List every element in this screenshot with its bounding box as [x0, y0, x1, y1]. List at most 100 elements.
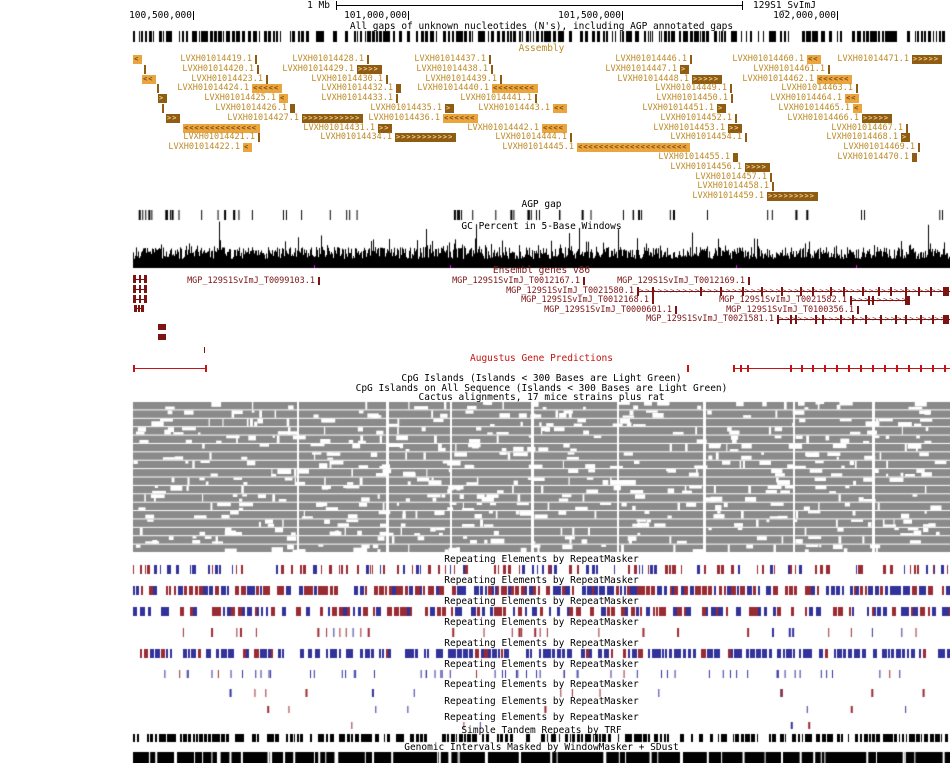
assembly-contig-label[interactable]: LVXH01014469.1: [843, 142, 915, 152]
ensembl-gene-label[interactable]: MGP_129S1SvImJ_T0012169.1: [617, 276, 745, 286]
assembly-contig-label[interactable]: LVXH01014452.1: [660, 113, 732, 123]
assembly-contig-label[interactable]: LVXH01014454.1: [670, 132, 742, 142]
assembly-contig-label[interactable]: LVXH01014455.1: [658, 152, 730, 162]
track-title-repeatmasker-2[interactable]: Repeating Elements by RepeatMasker: [444, 575, 639, 586]
track-title-augustus[interactable]: Augustus Gene Predictions: [470, 353, 613, 364]
assembly-contig-label[interactable]: LVXH01014471.1: [837, 54, 909, 64]
assembly-contig-label[interactable]: LVXH01014424.1: [177, 83, 249, 93]
track-title-ensembl[interactable]: Ensembl genes v86: [492, 265, 591, 276]
assembly-contig-label[interactable]: LVXH01014431.1: [303, 123, 375, 133]
track-title-cpg-islands-all[interactable]: CpG Islands on All Sequence (Islands < 3…: [355, 383, 728, 394]
contig-orientation-box: <<<<<<: [443, 114, 479, 123]
assembly-contig-label[interactable]: LVXH01014461.1: [753, 64, 825, 74]
assembly-contig-label[interactable]: LVXH01014432.1: [321, 83, 393, 93]
track-title-repeatmasker-8[interactable]: Repeating Elements by RepeatMasker: [444, 696, 639, 707]
assembly-contig-label[interactable]: LVXH01014446.1: [615, 54, 687, 64]
assembly-contig-label[interactable]: LVXH01014436.1: [368, 113, 440, 123]
exon-tick: [812, 287, 814, 296]
ensembl-gene-label[interactable]: MGP_129S1SvImJ_T0100356.1: [726, 305, 854, 315]
ensembl-gene-label[interactable]: MGP_129S1SvImJ_T0021581.1: [646, 314, 774, 324]
assembly-contig-label[interactable]: LVXH01014443.1: [478, 103, 550, 113]
ensembl-gene-label[interactable]: MGP_129S1SvImJ_T0021582.1: [719, 295, 847, 305]
track-title-repeatmasker-7[interactable]: Repeating Elements by RepeatMasker: [444, 679, 639, 690]
assembly-contig-label[interactable]: LVXH01014427.1: [227, 113, 299, 123]
ensembl-margin-gene-glyph: [133, 275, 147, 283]
ensembl-gene-label[interactable]: MGP_129S1SvImJ_T0021580.1: [506, 286, 634, 296]
track-title-windowmasker[interactable]: Genomic Intervals Masked by WindowMasker…: [404, 742, 679, 753]
ensembl-gene-label[interactable]: MGP_129S1SvImJ_T0000601.1: [544, 305, 672, 315]
assembly-contig-label[interactable]: LVXH01014459.1: [692, 191, 764, 201]
track-title-repeatmasker-1[interactable]: Repeating Elements by RepeatMasker: [444, 554, 639, 565]
ensembl-gene-structure[interactable]: >>>>>>>>>>>>>>>>>>>>>>>>>>>>>>>>>>>>>>>>…: [637, 287, 950, 296]
assembly-contig-label[interactable]: LVXH01014439.1: [425, 74, 497, 84]
ensembl-gene-structure[interactable]: >>>>>>>>>>>>>>>>>>>>>>>>>>>: [777, 315, 950, 324]
assembly-contig-label[interactable]: LVXH01014429.1: [282, 64, 354, 74]
track-title-repeatmasker-9[interactable]: Repeating Elements by RepeatMasker: [444, 712, 639, 723]
assembly-contig-label[interactable]: LVXH01014453.1: [653, 123, 725, 133]
track-title-repeatmasker-3[interactable]: Repeating Elements by RepeatMasker: [444, 596, 639, 607]
track-title-gaps[interactable]: All gaps of unknown nucleotides (N's), i…: [349, 21, 734, 32]
assembly-contig-label[interactable]: LVXH01014448.1: [617, 74, 689, 84]
assembly-contig-label[interactable]: LVXH01014433.1: [321, 93, 393, 103]
track-title-cpg-islands[interactable]: CpG Islands (Islands < 300 Bases are Lig…: [401, 373, 682, 384]
assembly-contig-label[interactable]: LVXH01014449.1: [655, 83, 727, 93]
assembly-contig-label[interactable]: LVXH01014464.1: [770, 93, 842, 103]
assembly-contig-label[interactable]: LVXH01014422.1: [168, 142, 240, 152]
ensembl-gene-label[interactable]: MGP_129S1SvImJ_T0012168.1: [521, 295, 649, 305]
assembly-contig-label[interactable]: LVXH01014438.1: [416, 64, 488, 74]
augustus-gene-structure[interactable]: [733, 364, 950, 372]
assembly-contig-label[interactable]: LVXH01014444.1: [495, 132, 567, 142]
assembly-contig-label[interactable]: LVXH01014470.1: [837, 152, 909, 162]
assembly-contig-label[interactable]: LVXH01014458.1: [697, 181, 769, 191]
assembly-contig-label[interactable]: LVXH01014442.1: [467, 123, 539, 133]
assembly-contig-label[interactable]: LVXH01014423.1: [191, 74, 263, 84]
track-title-assembly[interactable]: Assembly: [518, 43, 565, 54]
ruler-position-label: 101,500,000: [558, 10, 621, 21]
assembly-contig-label[interactable]: LVXH01014463.1: [781, 83, 853, 93]
gene-direction-chevrons: >>>>>>>>>: [852, 296, 908, 304]
augustus-gene-structure[interactable]: [687, 364, 689, 372]
assembly-contig-label[interactable]: LVXH01014445.1: [502, 142, 574, 152]
exon-tick: [920, 315, 922, 324]
track-title-trf[interactable]: Simple Tandem Repeats by TRF: [461, 725, 622, 736]
ensembl-gene-label[interactable]: MGP_129S1SvImJ_T0099103.1: [187, 276, 315, 286]
track-title-repeatmasker-6[interactable]: Repeating Elements by RepeatMasker: [444, 659, 639, 670]
assembly-contig-label[interactable]: LVXH01014460.1: [732, 54, 804, 64]
assembly-contig-label[interactable]: LVXH01014430.1: [311, 74, 383, 84]
assembly-contig-label[interactable]: LVXH01014465.1: [778, 103, 850, 113]
contig-end-tick: [162, 104, 164, 113]
gene-label-tick: [857, 306, 859, 314]
assembly-contig-label[interactable]: LVXH01014426.1: [215, 103, 287, 113]
assembly-contig-label[interactable]: LVXH01014428.1: [292, 54, 364, 64]
exon-tick: [781, 287, 783, 296]
assembly-contig-label[interactable]: LVXH01014456.1: [670, 162, 742, 172]
track-title-agp-gap[interactable]: AGP gap: [521, 199, 562, 210]
assembly-contig-label[interactable]: LVXH01014450.1: [656, 93, 728, 103]
track-title-repeatmasker-5[interactable]: Repeating Elements by RepeatMasker: [444, 638, 639, 649]
assembly-contig-label[interactable]: LVXH01014451.1: [642, 103, 714, 113]
assembly-contig-label[interactable]: LVXH01014421.1: [183, 132, 255, 142]
assembly-contig-label[interactable]: LVXH01014468.1: [826, 132, 898, 142]
assembly-contig-label[interactable]: LVXH01014447.1: [605, 64, 677, 74]
ensembl-gene-label[interactable]: MGP_129S1SvImJ_T0012167.1: [452, 276, 580, 286]
ensembl-gene-structure[interactable]: >>>>>>>>>: [850, 296, 910, 305]
assembly-contig-label[interactable]: LVXH01014420.1: [182, 64, 254, 74]
exon-tick: [905, 315, 907, 324]
augustus-gene-structure[interactable]: [133, 364, 207, 372]
assembly-contig-label[interactable]: LVXH01014435.1: [370, 103, 442, 113]
assembly-contig-label[interactable]: LVXH01014419.1: [180, 54, 252, 64]
assembly-contig-label[interactable]: LVXH01014437.1: [414, 54, 486, 64]
track-title-gc-percent[interactable]: GC Percent in 5-Base Windows: [461, 221, 622, 232]
assembly-contig-label[interactable]: LVXH01014434.1: [320, 132, 392, 142]
assembly-contig-label[interactable]: LVXH01014425.1: [204, 93, 276, 103]
assembly-contig-label[interactable]: LVXH01014457.1: [695, 172, 767, 182]
assembly-contig-label[interactable]: LVXH01014466.1: [787, 113, 859, 123]
track-title-cactus[interactable]: Cactus alignments, 17 mice strains plus …: [418, 392, 665, 403]
assembly-contig-label[interactable]: LVXH01014462.1: [742, 74, 814, 84]
ruler-position-label: 102,000,000: [773, 10, 836, 21]
track-title-repeatmasker-4[interactable]: Repeating Elements by RepeatMasker: [444, 617, 639, 628]
assembly-contig-label[interactable]: LVXH01014467.1: [831, 123, 903, 133]
assembly-contig-label[interactable]: LVXH01014441.1: [460, 93, 532, 103]
assembly-contig-label[interactable]: LVXH01014440.1: [417, 83, 489, 93]
